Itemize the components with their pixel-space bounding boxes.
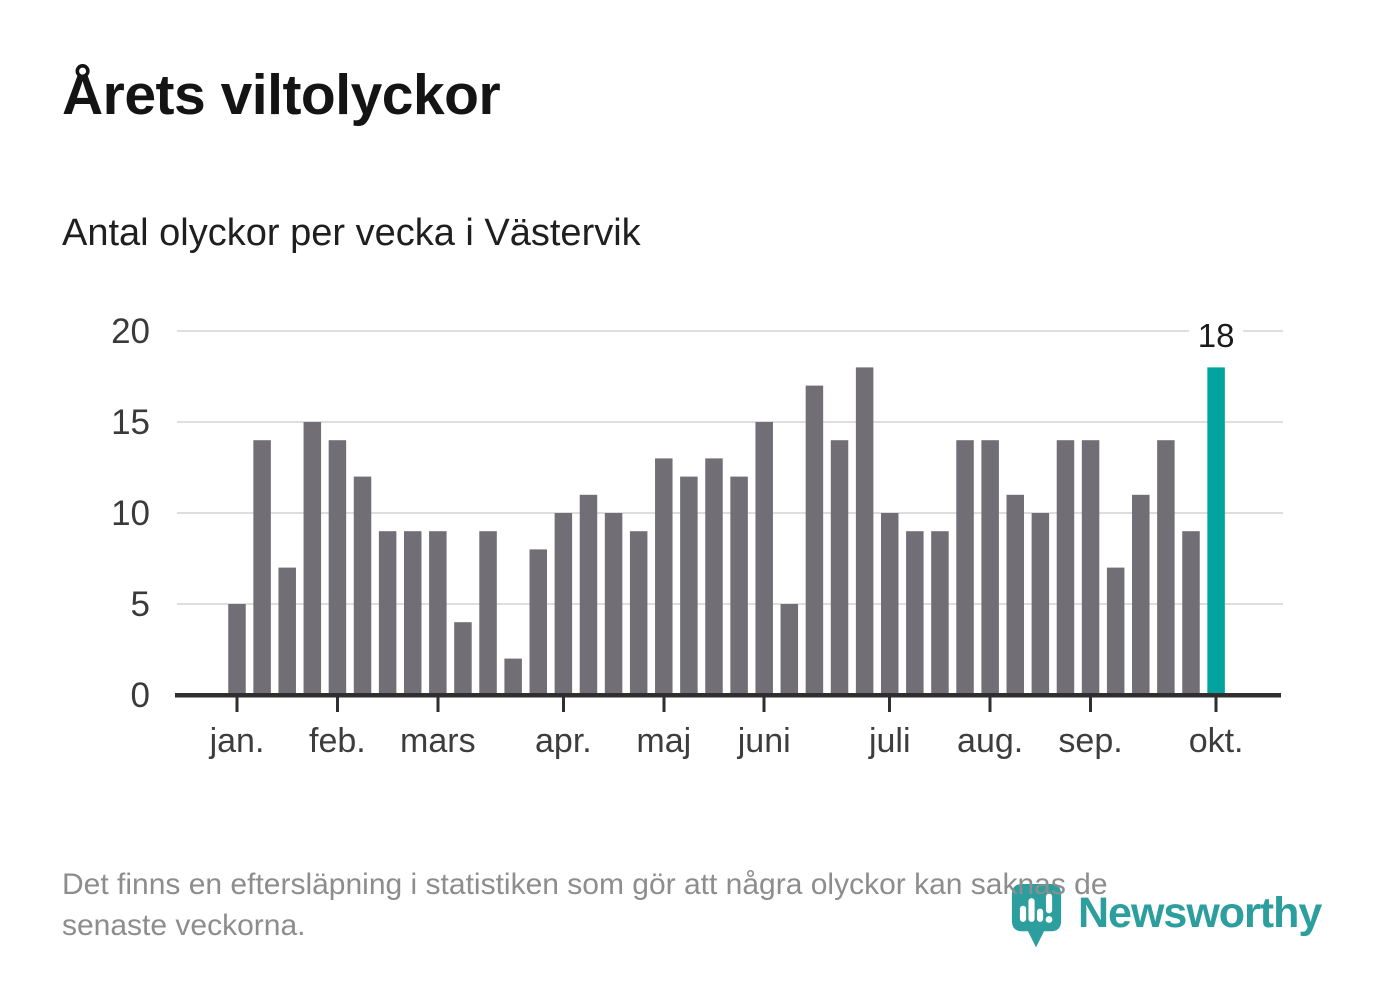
bar <box>429 531 447 696</box>
bar <box>328 440 347 696</box>
footnote-line-1: Det finns en eftersläpning i statistiken… <box>62 868 1108 901</box>
y-axis-label: 15 <box>111 403 150 442</box>
bar <box>906 531 924 696</box>
bar <box>755 422 773 696</box>
bar <box>880 513 899 696</box>
x-tick-label: mars <box>400 722 476 760</box>
bar <box>1106 567 1125 696</box>
bar <box>604 513 623 696</box>
bar <box>1157 440 1175 696</box>
chart-subtitle: Antal olyckor per vecka i Västervik <box>62 212 641 254</box>
y-axis-label: 5 <box>131 585 150 624</box>
bar <box>730 476 748 696</box>
bar <box>981 440 999 696</box>
bar <box>680 476 698 696</box>
annotation-backdrop <box>1189 314 1244 348</box>
bar <box>504 658 522 696</box>
bar <box>378 531 397 696</box>
bar-highlighted <box>1207 367 1225 696</box>
bar <box>454 622 472 696</box>
bar <box>655 458 673 696</box>
bar <box>1006 494 1025 696</box>
x-tick-label: maj <box>636 722 691 760</box>
bar <box>931 531 949 696</box>
bar <box>780 604 799 696</box>
y-axis-label: 10 <box>111 494 150 533</box>
newsworthy-pin-barchart-icon <box>1011 883 1062 948</box>
footnote-line-2: senaste veckorna. <box>62 909 306 942</box>
bar <box>353 476 372 696</box>
bar <box>228 604 246 696</box>
x-tick-label: feb. <box>309 722 366 760</box>
page-title: Årets viltolyckor <box>62 63 501 127</box>
highlight-value-text: 18 <box>1198 317 1235 354</box>
bar <box>554 513 573 696</box>
bar <box>629 531 648 696</box>
bar <box>253 440 271 696</box>
bar <box>705 458 723 696</box>
y-axis-labels: 0 5 10 15 20 <box>111 312 150 715</box>
bar <box>956 440 974 696</box>
footnote: Det finns en eftersläpning i statistiken… <box>62 864 1342 946</box>
x-tick-label: sep. <box>1058 722 1122 760</box>
bar <box>1182 531 1200 696</box>
bar <box>805 385 824 696</box>
x-tick-label: okt. <box>1189 722 1244 760</box>
bar <box>303 422 322 696</box>
bar <box>1132 494 1150 696</box>
x-axis-labels: jan. feb. mars apr. maj juni juli aug. sep. okt. <box>209 722 1244 760</box>
x-tick-label: apr. <box>535 722 592 760</box>
bar-chart-svg: 0 5 10 15 20 jan. feb. mars apr. maj juni juli aug.… <box>111 312 1283 760</box>
bar <box>1056 440 1075 696</box>
bar <box>529 549 548 696</box>
bar <box>579 494 598 696</box>
x-tick-label: juli <box>868 722 911 760</box>
highlight-value-label: 18 <box>1198 317 1235 354</box>
y-axis-label: 0 <box>131 676 150 715</box>
bar <box>479 531 497 696</box>
bars-group <box>228 367 1225 696</box>
x-tick-label: juni <box>737 722 791 760</box>
x-tick-label: aug. <box>957 722 1023 760</box>
x-axis-ticks <box>235 697 1218 712</box>
bar <box>1031 513 1050 696</box>
x-tick-label: jan. <box>209 722 265 760</box>
bar <box>1081 440 1100 696</box>
bar <box>278 567 296 696</box>
annotation-backdrop-rect <box>1189 314 1244 348</box>
y-axis-label: 20 <box>111 312 150 351</box>
newsworthy-logo: Newsworthy <box>1010 880 1322 958</box>
bar <box>855 367 874 696</box>
bar <box>830 440 849 696</box>
brand-name: Newsworthy <box>1078 889 1322 937</box>
bar <box>403 531 422 696</box>
